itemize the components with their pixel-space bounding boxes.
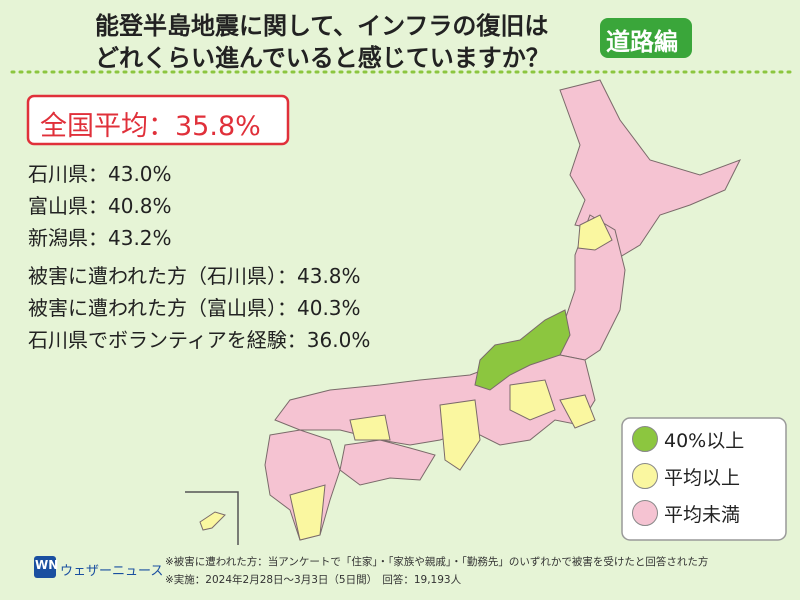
title: 能登半島地震に関して、インフラの復旧は xyxy=(95,12,549,40)
niigata-toyama-ishikawa xyxy=(474,309,571,391)
legend-label: 平均未満 xyxy=(664,504,741,526)
average: 全国平均：35.8% xyxy=(40,111,261,142)
footnote: ※被害に遭われた方：当アンケートで「住家」・「家族や親戚」・「勤務先」のいずれか… xyxy=(165,556,709,568)
japan xyxy=(199,79,742,541)
prefecture-stat: 新潟県：43.2% xyxy=(28,226,172,250)
inset-frame xyxy=(185,491,239,545)
logo-text: ウェザーニュース xyxy=(60,564,164,579)
shikoku xyxy=(339,439,436,486)
group-stat: 石川県でボランティアを経験：36.0% xyxy=(28,328,371,352)
logo-box xyxy=(34,556,56,578)
footnote: ※実施：2024年2月28日～3月3日（5日間） 回答：19,193人 xyxy=(165,574,462,586)
legend-swatch xyxy=(632,426,658,452)
legend-box xyxy=(621,417,787,541)
aomori xyxy=(577,214,613,251)
okinawa xyxy=(199,511,226,531)
logo-mark: WN xyxy=(35,558,59,572)
above-average-5 xyxy=(289,484,326,541)
legend-swatch xyxy=(632,500,658,526)
badge: 道路編 xyxy=(606,28,678,56)
group-stat: 被害に遭われた方（富山県）：40.3% xyxy=(28,296,361,320)
prefecture-stat: 石川県：43.0% xyxy=(28,162,172,186)
hokkaido xyxy=(559,79,742,261)
legend-label: 平均以上 xyxy=(664,467,741,489)
title: どれくらい進んでいると感じていますか？ xyxy=(95,44,550,72)
above-average-2 xyxy=(439,399,481,471)
prefecture-stat: 富山県：40.8% xyxy=(28,194,172,218)
average-box xyxy=(26,94,290,146)
above-average-4 xyxy=(349,414,391,441)
badge-box xyxy=(600,18,692,58)
group-stat: 被害に遭われた方（石川県）：43.8% xyxy=(28,264,361,288)
legend-label: 40%以上 xyxy=(664,430,745,452)
above-average-1 xyxy=(509,379,556,421)
legend-swatch xyxy=(632,463,658,489)
above-average-3 xyxy=(559,394,596,429)
